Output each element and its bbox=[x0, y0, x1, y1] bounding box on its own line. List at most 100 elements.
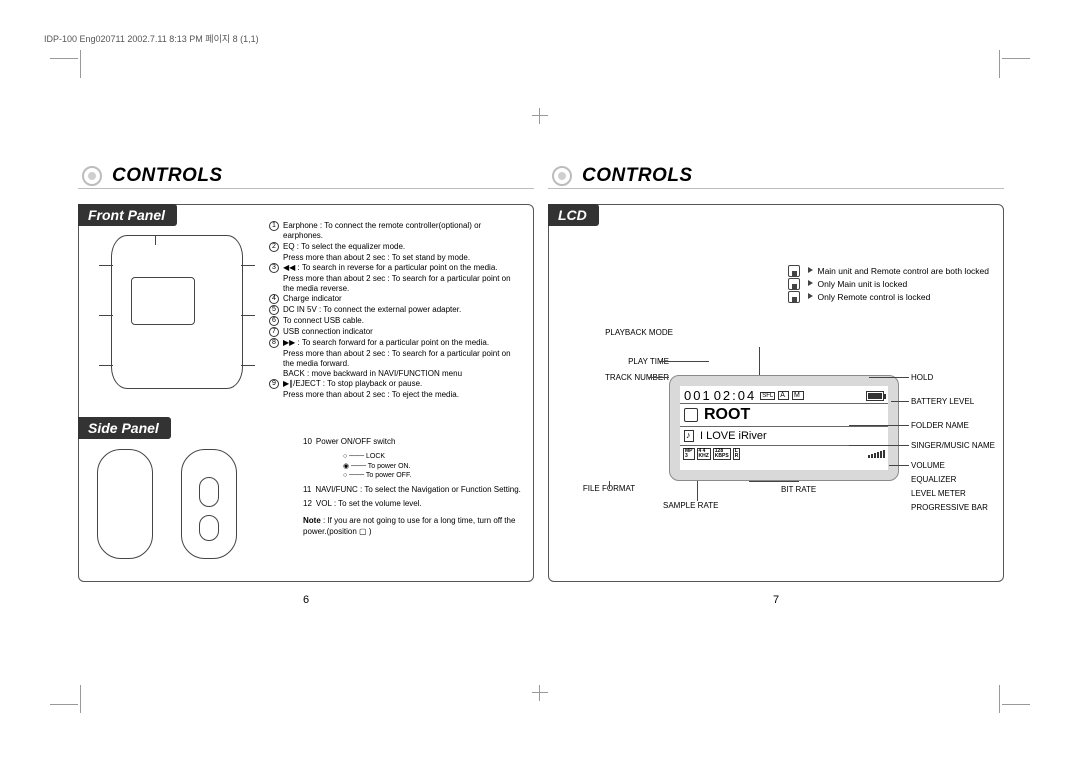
legend-number: 4 bbox=[269, 294, 279, 304]
lcd-folder-name: ROOT bbox=[704, 406, 750, 424]
legend-text: EQ : To select the equalizer mode. bbox=[283, 242, 523, 252]
callout-bit-rate: BIT RATE bbox=[781, 485, 816, 494]
legend-text: ◀◀ : To search in reverse for a particul… bbox=[283, 263, 523, 273]
legend-item: 11 NAVI/FUNC : To select the Navigation o… bbox=[303, 485, 523, 496]
page-spread: CONTROLS Front Panel Side Panel bbox=[78, 162, 1004, 606]
legend-item: 1Earphone : To connect the remote contro… bbox=[269, 221, 523, 241]
lock-legend-text: Only Main unit is locked bbox=[817, 279, 907, 289]
note-icon bbox=[684, 430, 694, 442]
crop-mark bbox=[999, 685, 1000, 713]
page-number-right: 7 bbox=[773, 594, 779, 606]
tab-side-panel: Side Panel bbox=[78, 417, 171, 439]
lcd-bit-rate: 128KBPS bbox=[713, 448, 731, 460]
crop-mark bbox=[50, 704, 78, 705]
legend-item: 4 Charge indicator bbox=[269, 294, 523, 304]
lcd-folder-row: ROOT bbox=[680, 404, 888, 427]
lcd-volume-meter bbox=[868, 450, 885, 458]
side-device-diagram bbox=[91, 443, 261, 573]
lcd-sample-rate: 4 4KHZ bbox=[697, 448, 711, 460]
page-number-left: 6 bbox=[303, 594, 309, 606]
lock-legend: Main unit and Remote control are both lo… bbox=[788, 265, 989, 303]
lcd-playback-mode: SFL bbox=[760, 392, 775, 400]
front-legend: 1Earphone : To connect the remote contro… bbox=[269, 221, 523, 400]
lcd-bottom-row: MP3 4 4KHZ 128KBPS LR bbox=[680, 446, 888, 460]
device-screen bbox=[131, 277, 195, 325]
legend-item: 10 Power ON/OFF switch bbox=[303, 437, 523, 448]
legend-item: 9 ▶∥/EJECT : To stop playback or pause. bbox=[269, 379, 523, 389]
legend-number: 9 bbox=[269, 379, 279, 389]
legend-item: 8▶▶ : To search forward for a particular… bbox=[269, 338, 523, 348]
bullet-icon bbox=[78, 162, 106, 190]
legend-text: USB connection indicator bbox=[283, 327, 523, 337]
lcd-top-row: 001 02:04 SFL A M bbox=[680, 386, 888, 404]
legend-subtext: Press more than about 2 sec : To set sta… bbox=[269, 253, 523, 263]
lcd-hold-icon: A bbox=[778, 391, 789, 400]
side-legend: 10 Power ON/OFF switch ○ ─── LOCK◉ ─── To … bbox=[303, 437, 523, 537]
legend-text: VOL : To set the volume level. bbox=[316, 499, 422, 510]
legend-text: Power ON/OFF switch bbox=[316, 437, 396, 448]
section-heading: CONTROLS bbox=[582, 165, 693, 187]
callout-playback-mode: PLAYBACK MODE bbox=[589, 329, 689, 338]
legend-subtext: Press more than about 2 sec : To search … bbox=[269, 349, 523, 369]
legend-item: 6 To connect USB cable. bbox=[269, 316, 523, 326]
callout-singer: SINGER/MUSIC NAME bbox=[911, 441, 995, 450]
left-page: CONTROLS Front Panel Side Panel bbox=[78, 162, 534, 606]
legend-number: 8 bbox=[269, 338, 279, 348]
folder-icon bbox=[684, 408, 698, 422]
legend-number: 10 bbox=[303, 437, 312, 448]
legend-number: 6 bbox=[269, 316, 279, 326]
legend-text: Charge indicator bbox=[283, 294, 523, 304]
section-title-right: CONTROLS bbox=[548, 162, 1004, 190]
callout-folder: FOLDER NAME bbox=[911, 421, 969, 430]
crop-mark bbox=[999, 50, 1000, 78]
lcd-track-number: 001 bbox=[684, 388, 712, 403]
crop-mark bbox=[1002, 704, 1030, 705]
note-text: Note : If you are not going to use for a… bbox=[303, 516, 523, 538]
lcd-play-time: 02:04 bbox=[714, 388, 757, 403]
lock-legend-text: Main unit and Remote control are both lo… bbox=[817, 266, 989, 276]
heading-rule bbox=[78, 188, 534, 189]
legend-item: 12 VOL : To set the volume level. bbox=[303, 499, 523, 510]
callout-play-time: PLAY TIME bbox=[553, 357, 669, 366]
legend-item: 7 USB connection indicator bbox=[269, 327, 523, 337]
callout-sample-rate: SAMPLE RATE bbox=[663, 501, 718, 510]
legend-number: 2 bbox=[269, 242, 279, 252]
lcd-file-format: MP3 bbox=[683, 448, 695, 460]
callout-hold: HOLD bbox=[911, 373, 933, 382]
callout-battery: BATTERY LEVEL bbox=[911, 397, 974, 406]
legend-item: 5 DC IN 5V : To connect the external powe… bbox=[269, 305, 523, 315]
legend-subtext: BACK : move backward in NAVI/FUNCTION me… bbox=[269, 369, 523, 379]
legend-subtext: Press more than about 2 sec : To search … bbox=[269, 274, 523, 294]
section-heading: CONTROLS bbox=[112, 165, 223, 187]
lcd-hold-icon: M bbox=[792, 391, 804, 400]
legend-number: 11 bbox=[303, 485, 311, 496]
controls-panel-left: Front Panel Side Panel bbox=[78, 204, 534, 582]
legend-item: 2 EQ : To select the equalizer mode. bbox=[269, 242, 523, 252]
legend-text: ▶∥/EJECT : To stop playback or pause. bbox=[283, 379, 523, 389]
crop-mark bbox=[80, 685, 81, 713]
legend-text: To connect USB cable. bbox=[283, 316, 523, 326]
callout-level: LEVEL METER bbox=[911, 489, 966, 498]
legend-number: 5 bbox=[269, 305, 279, 315]
battery-icon bbox=[866, 391, 884, 401]
legend-number: 12 bbox=[303, 499, 312, 510]
legend-text: NAVI/FUNC : To select the Navigation or … bbox=[315, 485, 521, 496]
tab-lcd: LCD bbox=[548, 204, 599, 226]
crop-mark bbox=[50, 58, 78, 59]
legend-text: Earphone : To connect the remote control… bbox=[283, 221, 523, 241]
lock-icon bbox=[788, 278, 800, 290]
tab-front-panel: Front Panel bbox=[78, 204, 177, 226]
power-switch-diagram: ○ ─── LOCK◉ ─── To power ON.○ ─── To pow… bbox=[343, 452, 523, 481]
legend-text: DC IN 5V : To connect the external power… bbox=[283, 305, 523, 315]
legend-number: 3 bbox=[269, 263, 279, 273]
callout-volume: VOLUME bbox=[911, 461, 945, 470]
lcd-title-row: I LOVE iRiver bbox=[680, 427, 888, 446]
right-page: CONTROLS LCD Main unit and Remote contro… bbox=[548, 162, 1004, 606]
legend-number: 7 bbox=[269, 327, 279, 337]
lcd-equalizer: LR bbox=[733, 448, 741, 460]
lock-icon bbox=[788, 291, 800, 303]
crop-mark bbox=[1002, 58, 1030, 59]
callout-progress: PROGRESSIVE BAR bbox=[911, 503, 988, 512]
crop-mark bbox=[80, 50, 81, 78]
lock-icon bbox=[788, 265, 800, 277]
